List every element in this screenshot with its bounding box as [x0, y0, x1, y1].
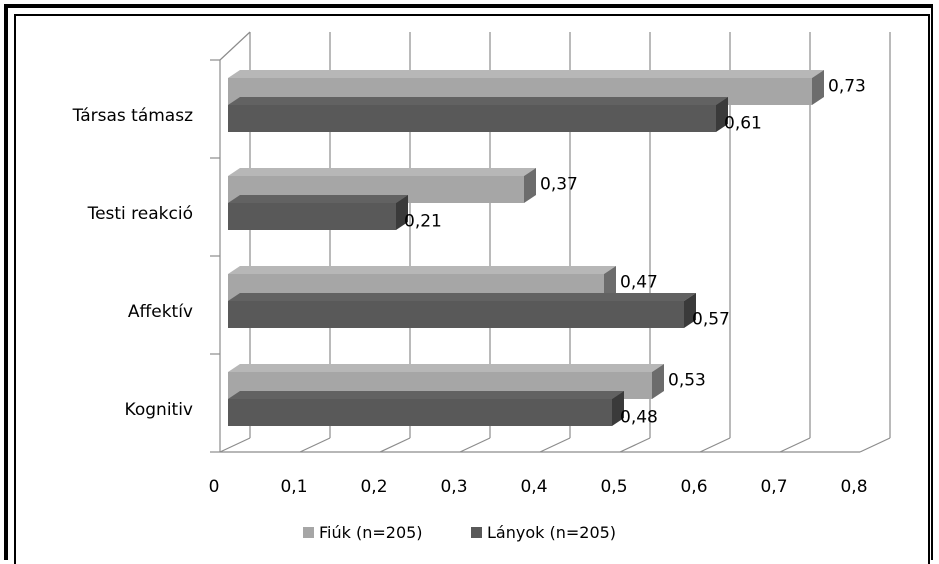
value-label-0-1: 0,37: [540, 175, 578, 195]
x-tick-label-0: 0: [209, 477, 220, 497]
category-label-1: Testi reakció: [87, 204, 193, 224]
bar-front-1-0: [228, 105, 716, 132]
bar-front-1-3: [228, 399, 612, 426]
value-label-1-2: 0,57: [692, 310, 730, 330]
value-label-1-3: 0,48: [620, 408, 658, 428]
category-label-2: Affektív: [128, 302, 193, 322]
bar-side-0-2: [604, 266, 616, 301]
bar-top-1-1: [228, 195, 408, 203]
x-tick-label-5: 0,5: [600, 477, 627, 497]
x-tick-label-4: 0,4: [520, 477, 547, 497]
floor-line-1: [299, 437, 331, 453]
bar-side-0-3: [652, 364, 664, 399]
floor-line-8: [859, 437, 891, 453]
bar-side-1-2: [684, 293, 696, 328]
floor-line-5: [619, 437, 651, 453]
bar-top-0-3: [228, 364, 664, 372]
floor-line-2: [379, 437, 411, 453]
bar-front-1-2: [228, 301, 684, 328]
bar-top-0-2: [228, 266, 616, 274]
x-tick-label-6: 0,6: [680, 477, 707, 497]
legend-swatch-0: [303, 527, 314, 538]
bar-side-1-3: [612, 391, 624, 426]
bar-front-1-1: [228, 203, 396, 230]
x-tick-label-3: 0,3: [440, 477, 467, 497]
legend-label-1: Lányok (n=205): [487, 523, 616, 542]
x-axis-ticks: 0 0,1 0,2 0,3 0,4 0,5 0,6 0,7 0,8: [209, 477, 868, 497]
bar-0-1: [228, 168, 536, 203]
category-label-3: Kognitiv: [125, 400, 193, 420]
value-label-0-0: 0,73: [828, 77, 866, 97]
bar-top-1-2: [228, 293, 696, 301]
bar-side-0-1: [524, 168, 536, 203]
bars: [228, 70, 824, 426]
floor-line-0: [219, 437, 251, 453]
bar-1-2: [228, 293, 696, 328]
bar-1-3: [228, 391, 624, 426]
x-tick-label-8: 0,8: [840, 477, 867, 497]
bar-top-0-1: [228, 168, 536, 176]
left-wall-top: [219, 31, 251, 61]
value-labels: 0,73 0,61 0,37 0,21 0,47 0,57 0,53 0,48: [404, 77, 866, 428]
x-tick-label-2: 0,2: [360, 477, 387, 497]
category-labels: Társas támasz Testi reakció Affektív Kognit…: [72, 106, 193, 420]
legend-label-0: Fiúk (n=205): [319, 523, 423, 542]
category-label-0: Társas támasz: [72, 106, 193, 126]
bar-1-1: [228, 195, 408, 230]
floor-line-3: [459, 437, 491, 453]
legend-swatch-1: [471, 527, 482, 538]
bar-top-1-0: [228, 97, 728, 105]
floor-line-6: [699, 437, 731, 453]
floor-line-7: [779, 437, 811, 453]
bar-top-0-0: [228, 70, 824, 78]
legend: Fiúk (n=205) Lányok (n=205): [303, 523, 616, 542]
bar-side-1-0: [716, 97, 728, 132]
legend-item-0: Fiúk (n=205): [303, 523, 423, 542]
x-tick-label-1: 0,1: [280, 477, 307, 497]
chart-inner-frame: [14, 14, 930, 564]
value-label-1-0: 0,61: [724, 114, 762, 134]
legend-item-1: Lányok (n=205): [471, 523, 616, 542]
bar-1-0: [228, 97, 728, 132]
value-label-0-2: 0,47: [620, 273, 658, 293]
x-tick-label-7: 0,7: [760, 477, 787, 497]
value-label-0-3: 0,53: [668, 371, 706, 391]
value-label-1-1: 0,21: [404, 212, 442, 232]
bar-top-1-3: [228, 391, 624, 399]
floor-line-4: [539, 437, 571, 453]
bar-side-0-0: [812, 70, 824, 105]
bar-side-1-1: [396, 195, 408, 230]
